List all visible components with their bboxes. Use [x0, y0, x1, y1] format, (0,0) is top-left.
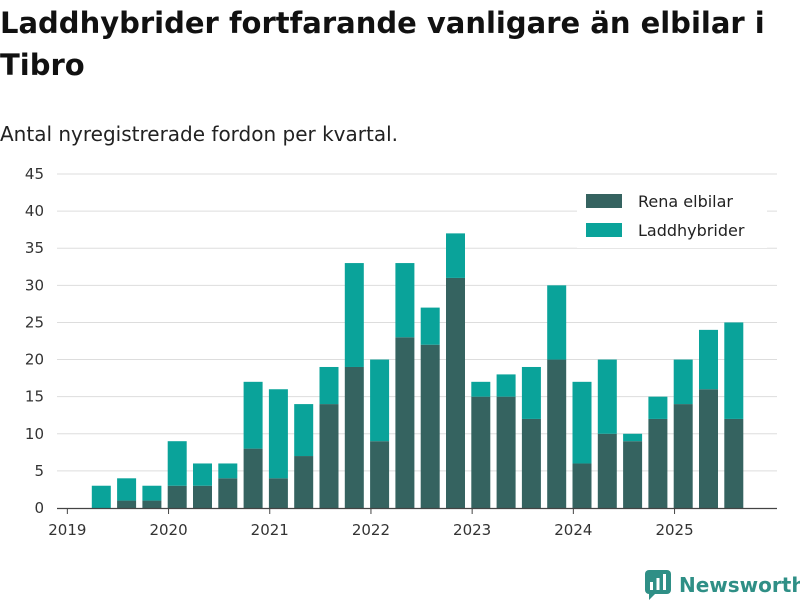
chart-subtitle: Antal nyregistrerade fordon per kvartal.	[0, 122, 399, 146]
bar-rena-elbilar	[521, 418, 541, 508]
x-axis: 2019 2020 2021 2022 2023 2024 2025	[48, 507, 777, 539]
bar-rena-elbilar	[294, 456, 314, 508]
x-tick-label: 2023	[453, 521, 491, 539]
bar-rena-elbilar	[142, 500, 162, 508]
bar-laddhybrider	[117, 478, 137, 501]
bar-rena-elbilar	[471, 396, 491, 508]
y-tick-label: 35	[25, 239, 44, 257]
bar-rena-elbilar	[395, 337, 415, 508]
bar-laddhybrider	[572, 381, 592, 464]
y-tick-label: 40	[25, 202, 44, 220]
bar-rena-elbilar	[648, 418, 668, 508]
newsworthy-logo-icon	[645, 570, 671, 600]
bars	[91, 233, 744, 508]
bar-laddhybrider	[243, 381, 263, 449]
bar-rena-elbilar	[547, 359, 567, 508]
bar-laddhybrider	[446, 233, 465, 278]
bar-laddhybrider	[673, 359, 693, 405]
legend: Rena elbilar Laddhybrider	[577, 180, 767, 248]
bar-rena-elbilar	[699, 389, 718, 508]
bar-rena-elbilar	[268, 478, 288, 508]
bar-rena-elbilar	[724, 418, 744, 508]
brand-name: Newsworthy	[679, 573, 800, 597]
bar-laddhybrider	[521, 366, 541, 419]
bar-laddhybrider	[471, 381, 491, 397]
bar-rena-elbilar	[193, 485, 212, 508]
bar-laddhybrider	[547, 285, 567, 360]
bar-laddhybrider	[395, 263, 415, 338]
y-axis: 0 5 10 15 20 25 30 35 40 45	[25, 165, 44, 517]
bar-rena-elbilar	[243, 448, 263, 508]
bar-rena-elbilar	[496, 396, 516, 508]
newsworthy-brand: Newsworthy	[645, 569, 800, 601]
x-tick-label: 2022	[352, 521, 390, 539]
y-tick-label: 45	[25, 165, 44, 183]
bar-laddhybrider	[193, 463, 212, 486]
y-tick-label: 25	[25, 313, 44, 331]
bar-laddhybrider	[91, 485, 111, 508]
bar-rena-elbilar	[572, 463, 592, 508]
legend-swatch-rena-elbilar	[586, 194, 622, 208]
bar-rena-elbilar	[370, 441, 390, 508]
bar-laddhybrider	[370, 359, 390, 442]
bar-laddhybrider	[724, 322, 744, 419]
bar-rena-elbilar	[673, 404, 693, 508]
bar-laddhybrider	[142, 485, 162, 501]
y-tick-label: 20	[25, 351, 44, 369]
bar-laddhybrider	[268, 389, 288, 479]
x-tick-label: 2021	[251, 521, 289, 539]
bar-rena-elbilar	[623, 441, 643, 508]
x-tick-label: 2019	[48, 521, 86, 539]
bar-rena-elbilar	[319, 404, 339, 508]
bar-laddhybrider	[623, 433, 643, 442]
y-tick-label: 0	[34, 499, 44, 517]
bar-laddhybrider	[344, 263, 364, 367]
y-tick-label: 10	[25, 425, 44, 443]
x-tick-label: 2024	[554, 521, 592, 539]
bar-laddhybrider	[218, 463, 238, 479]
x-tick-label: 2020	[149, 521, 187, 539]
bar-rena-elbilar	[218, 478, 238, 508]
legend-swatch-laddhybrider	[586, 223, 622, 237]
legend-label-rena-elbilar: Rena elbilar	[638, 192, 733, 211]
bar-laddhybrider	[496, 374, 516, 397]
x-tick-label: 2025	[655, 521, 693, 539]
gridlines	[57, 173, 777, 472]
bar-rena-elbilar	[420, 344, 440, 508]
y-tick-label: 30	[25, 276, 44, 294]
y-tick-label: 15	[25, 388, 44, 406]
bar-laddhybrider	[699, 329, 718, 390]
bar-laddhybrider	[420, 307, 440, 345]
bar-laddhybrider	[294, 404, 314, 457]
bar-laddhybrider	[597, 359, 617, 434]
bar-rena-elbilar	[446, 277, 465, 508]
bar-rena-elbilar	[117, 500, 137, 508]
bar-laddhybrider	[648, 396, 668, 419]
bar-laddhybrider	[319, 366, 339, 405]
bar-rena-elbilar	[344, 366, 364, 508]
bar-laddhybrider	[167, 441, 187, 486]
y-tick-label: 5	[34, 462, 44, 480]
bar-rena-elbilar	[597, 433, 617, 508]
bar-rena-elbilar	[167, 485, 187, 508]
legend-label-laddhybrider: Laddhybrider	[638, 221, 745, 240]
chart-title: Laddhybrider fortfarande vanligare än el…	[0, 6, 765, 82]
